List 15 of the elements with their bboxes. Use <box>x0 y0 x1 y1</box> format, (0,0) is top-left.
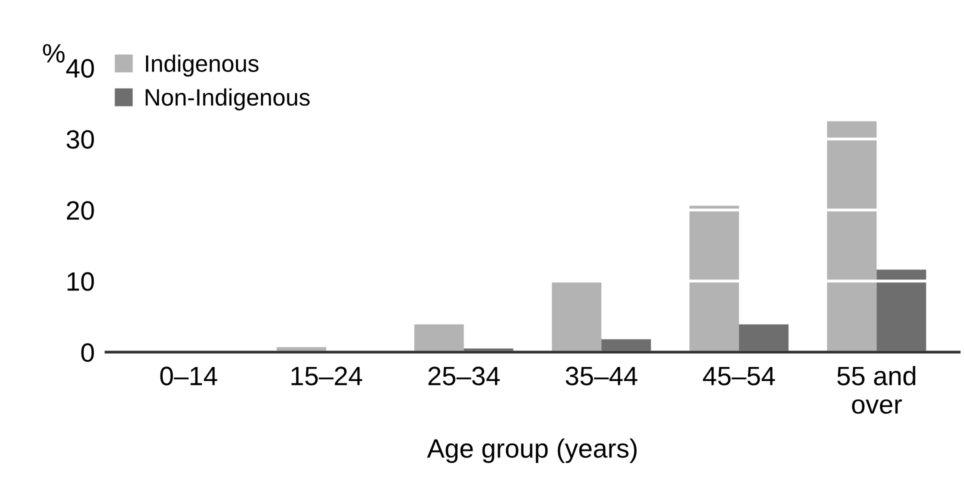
x-tick-label: 25–34 <box>428 366 500 386</box>
x-tick-label: 55 and over <box>837 366 916 414</box>
x-tick-label: 0–14 <box>160 366 218 386</box>
y-tick-label: 30 <box>66 130 94 149</box>
y-tick-label: 40 <box>66 59 94 78</box>
legend-label: Indigenous <box>146 54 258 77</box>
x-tick-label: 35–44 <box>566 366 638 386</box>
y-tick-label: 10 <box>68 272 94 291</box>
x-tick-label: 45–54 <box>702 366 775 386</box>
y-tick-label: 20 <box>66 201 94 220</box>
legend-label: Non-Indigenous <box>146 88 310 110</box>
y-axis-title: % <box>42 44 65 63</box>
x-axis-title: Age group (years) <box>427 438 637 464</box>
y-tick-label: 0 <box>81 343 94 362</box>
x-tick-label: 15–24 <box>292 366 362 386</box>
